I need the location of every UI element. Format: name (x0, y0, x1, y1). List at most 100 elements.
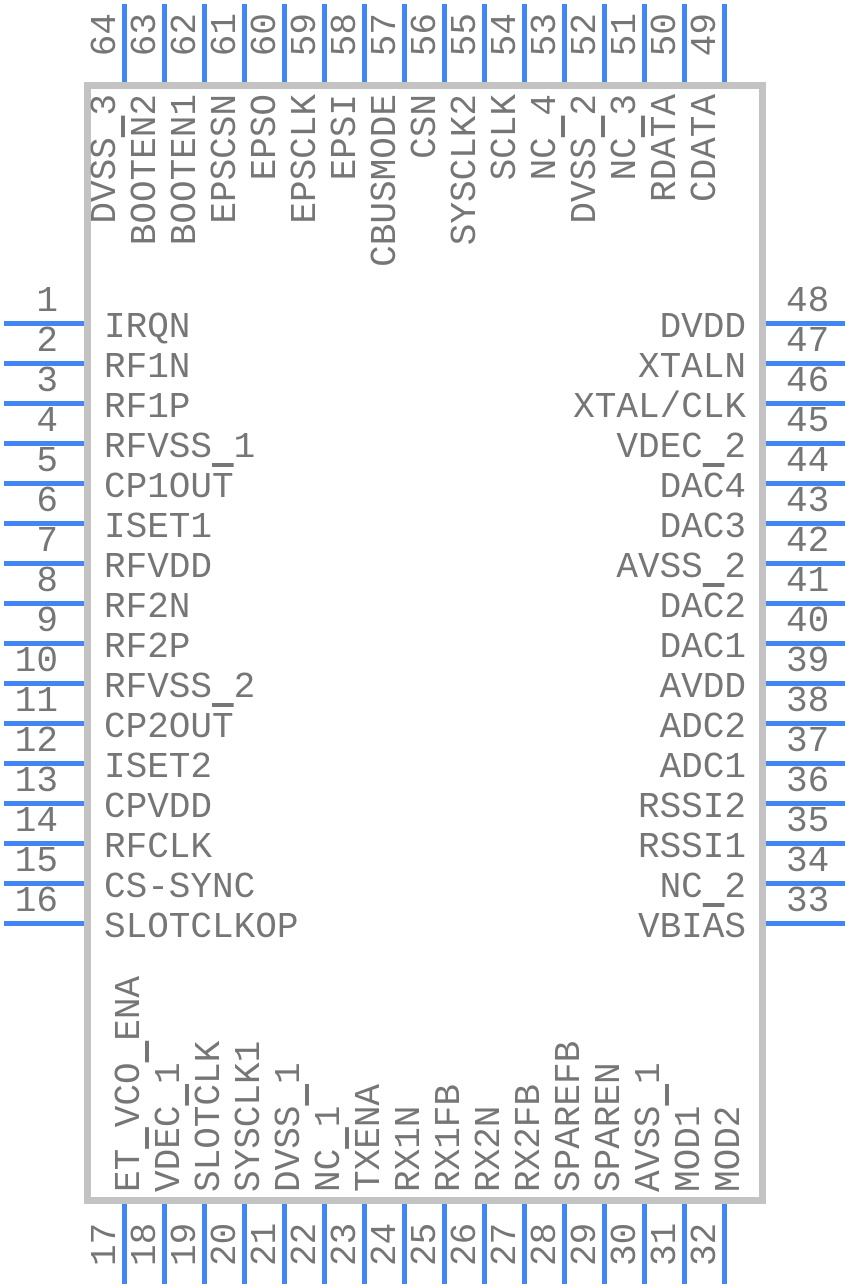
pin-27-number: 27 (485, 1222, 526, 1266)
pin-48-name: DVDD (659, 307, 746, 348)
pin-7-name: RFVDD (104, 547, 213, 588)
pin-1-number: 1 (36, 281, 58, 322)
pin-62-number: 62 (165, 13, 206, 57)
pin-24-number: 24 (365, 1222, 406, 1266)
pin-28-number: 28 (525, 1222, 566, 1266)
pin-17-lead (122, 1204, 127, 1284)
pin-39-lead (766, 681, 845, 686)
pin-33-name: VBIAS (637, 907, 746, 948)
pin-63-lead (162, 4, 167, 82)
pin-25-lead (442, 1204, 447, 1284)
pin-31-number: 31 (645, 1222, 686, 1266)
pin-39-name: AVDD (659, 667, 746, 708)
pin-6-name: ISET1 (104, 507, 213, 548)
pin-20-name: SYSCLK1 (229, 1040, 270, 1192)
pin-37-number: 37 (786, 721, 830, 762)
pin-53-name: NC 4 (525, 94, 566, 181)
pin-8-name: RF2N (104, 587, 191, 628)
pin-50-lead (682, 4, 687, 82)
pin-33-number: 33 (786, 881, 830, 922)
pin-10-name: RFVSS 2 (104, 667, 256, 708)
pin-4-number: 4 (36, 401, 58, 442)
pin-15-number: 15 (14, 841, 58, 882)
pin-1-name: IRQN (104, 307, 191, 348)
pin-26-number: 26 (445, 1222, 486, 1266)
pin-31-name: MOD1 (669, 942, 710, 1192)
pin-13-lead (4, 801, 84, 806)
pin-62-lead (202, 4, 207, 82)
pin-23-lead (362, 1204, 367, 1284)
pin-30-name: AVSS 1 (629, 1062, 670, 1192)
underscore-mark: C (189, 1083, 230, 1106)
pin-13-number: 13 (14, 761, 58, 802)
pin-20-lead (242, 1204, 247, 1284)
pin-61-lead (242, 4, 247, 82)
pin-17-number: 17 (85, 1222, 126, 1266)
pin-63-number: 63 (125, 13, 166, 57)
pin-6-lead (4, 521, 84, 526)
pin-3-number: 3 (36, 361, 58, 402)
pin-40-number: 40 (786, 601, 830, 642)
pin-47-number: 47 (786, 321, 830, 362)
pin-60-number: 60 (245, 13, 286, 57)
pin-29-lead (602, 1204, 607, 1284)
pin-30-number: 30 (605, 1222, 646, 1266)
pin-35-name: RSSI1 (637, 827, 746, 868)
pin-14-lead (4, 841, 84, 846)
underscore-mark: T (212, 467, 234, 508)
pin-61-number: 61 (205, 13, 246, 57)
pin-46-name: XTAL/CLK (573, 387, 746, 428)
pin-25-name: RX1FB (429, 1083, 470, 1192)
pin-34-lead (766, 881, 845, 886)
pin-36-lead (766, 801, 845, 806)
pin-57-number: 57 (365, 13, 406, 57)
pin-59-name: EPSCLK (285, 94, 326, 224)
pin-35-number: 35 (786, 801, 830, 842)
underscore-mark (309, 1084, 350, 1106)
pin-8-number: 8 (36, 561, 58, 602)
pin-32-lead (722, 1204, 727, 1284)
pin-43-name: DAC3 (659, 507, 746, 548)
pin-9-name: RF2P (104, 627, 191, 668)
pin-2-name: RF1N (104, 347, 191, 388)
underscore-mark: T (645, 115, 686, 138)
pin-42-lead (766, 561, 845, 566)
pin-19-name: SLOTCLK (189, 1040, 230, 1192)
pin-48-lead (766, 321, 845, 326)
pin-6-number: 6 (36, 481, 58, 522)
pin-5-name: CP1OUT (104, 467, 234, 508)
pin-23-number: 23 (325, 1222, 366, 1266)
pin-41-lead (766, 601, 845, 606)
underscore-mark (565, 116, 606, 138)
pin-12-name: ISET2 (104, 747, 213, 788)
pin-46-lead (766, 401, 845, 406)
pin-15-lead (4, 881, 84, 886)
underscore-mark: A (702, 907, 725, 948)
pin-13-name: CPVDD (104, 787, 213, 828)
pin-10-lead (4, 681, 84, 686)
pin-9-lead (4, 641, 84, 646)
pin-59-number: 59 (285, 13, 326, 57)
pin-23-name: TXENA (349, 1083, 390, 1192)
pin-55-name: SYSCLK2 (445, 94, 486, 246)
pin-53-lead (562, 4, 567, 82)
underscore-mark: N (125, 115, 166, 138)
pin-4-lead (4, 441, 84, 446)
pin-10-number: 10 (14, 641, 58, 682)
pin-26-name: RX2N (469, 1105, 510, 1192)
pin-11-number: 11 (14, 681, 58, 722)
pin-52-name: DVSS 2 (565, 94, 606, 224)
pin-24-name: RX1N (389, 1105, 430, 1192)
pin-58-name: EPSI (325, 94, 366, 181)
pin-44-name: DAC4 (659, 467, 746, 508)
pin-26-lead (482, 1204, 487, 1284)
pin-34-name: NC 2 (659, 867, 746, 908)
pin-7-number: 7 (36, 521, 58, 562)
pin-16-lead (4, 921, 84, 926)
pin-33-lead (766, 921, 845, 926)
pin-16-number: 16 (14, 881, 58, 922)
pin-5-lead (4, 481, 84, 486)
pin-52-lead (602, 4, 607, 82)
pin-51-number: 51 (605, 13, 646, 57)
pin-18-name: VDEC 1 (149, 942, 190, 1192)
